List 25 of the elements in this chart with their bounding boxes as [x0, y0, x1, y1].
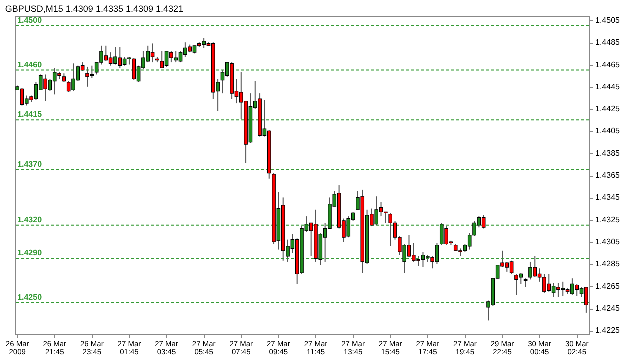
y-tick-label: 1.4365 [596, 171, 621, 180]
y-tick-label: 1.4225 [596, 326, 621, 336]
ref-line-label: 1.4290 [18, 248, 43, 258]
candlestick [160, 50, 164, 69]
y-tick-label: 1.4485 [596, 38, 621, 48]
y-tick-label: 1.4245 [596, 304, 621, 314]
y-tick-label: 1.4305 [596, 238, 621, 247]
ref-line-label: 1.4370 [18, 160, 43, 170]
ref-line-label: 1.4320 [18, 215, 43, 224]
y-tick-label: 1.4325 [596, 215, 621, 224]
y-tick-label: 1.4445 [596, 82, 621, 92]
y-tick-label: 1.4465 [596, 60, 621, 70]
y-tick-label: 1.4505 [596, 16, 621, 25]
y-tick-label: 1.4345 [596, 193, 621, 202]
y-tick-label: 1.4425 [596, 104, 621, 114]
candlestick [482, 214, 486, 230]
ref-line-label: 1.4415 [18, 110, 43, 120]
ref-line-label: 1.4250 [18, 292, 43, 302]
y-tick-label: 1.4265 [596, 282, 621, 291]
ref-line-label: 1.4500 [18, 16, 43, 25]
chart-title: GBPUSD,M15 1.4309 1.4335 1.4309 1.4321 [5, 4, 184, 14]
ref-line-label: 1.4460 [18, 60, 43, 70]
y-tick-label: 1.4405 [596, 126, 621, 136]
y-tick-label: 1.4385 [596, 148, 621, 158]
y-tick-label: 1.4285 [596, 260, 621, 269]
